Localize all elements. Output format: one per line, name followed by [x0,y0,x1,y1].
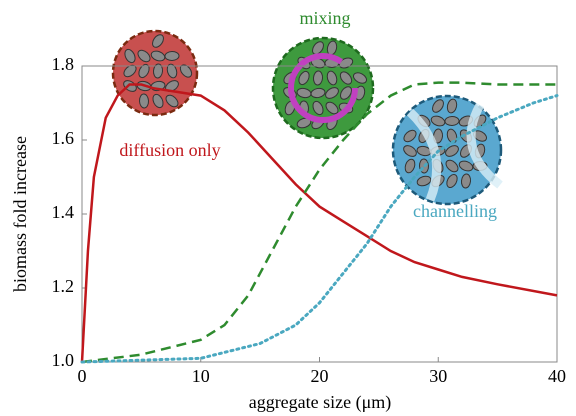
x-tick-label: 20 [311,366,329,386]
y-tick-label: 1.0 [52,350,75,370]
y-tick-label: 1.6 [52,128,75,148]
y-tick-label: 1.2 [52,276,75,296]
y-axis-label: biomass fold increase [10,136,30,292]
series-label: channelling [413,201,497,221]
series-label: diffusion only [119,140,220,160]
x-tick-label: 30 [429,366,447,386]
series-label: mixing [299,8,350,28]
x-tick-label: 0 [78,366,87,386]
y-tick-label: 1.8 [52,54,75,74]
illustrations [113,31,501,204]
chart: aggregate size (μm) biomass fold increas… [0,0,576,416]
cell [139,94,149,108]
cell [445,116,459,125]
cell [165,51,179,60]
x-tick-label: 40 [548,366,566,386]
x-axis-label: aggregate size (μm) [249,392,392,413]
y-tick-label: 1.4 [52,202,75,222]
x-tick-label: 10 [192,366,210,386]
